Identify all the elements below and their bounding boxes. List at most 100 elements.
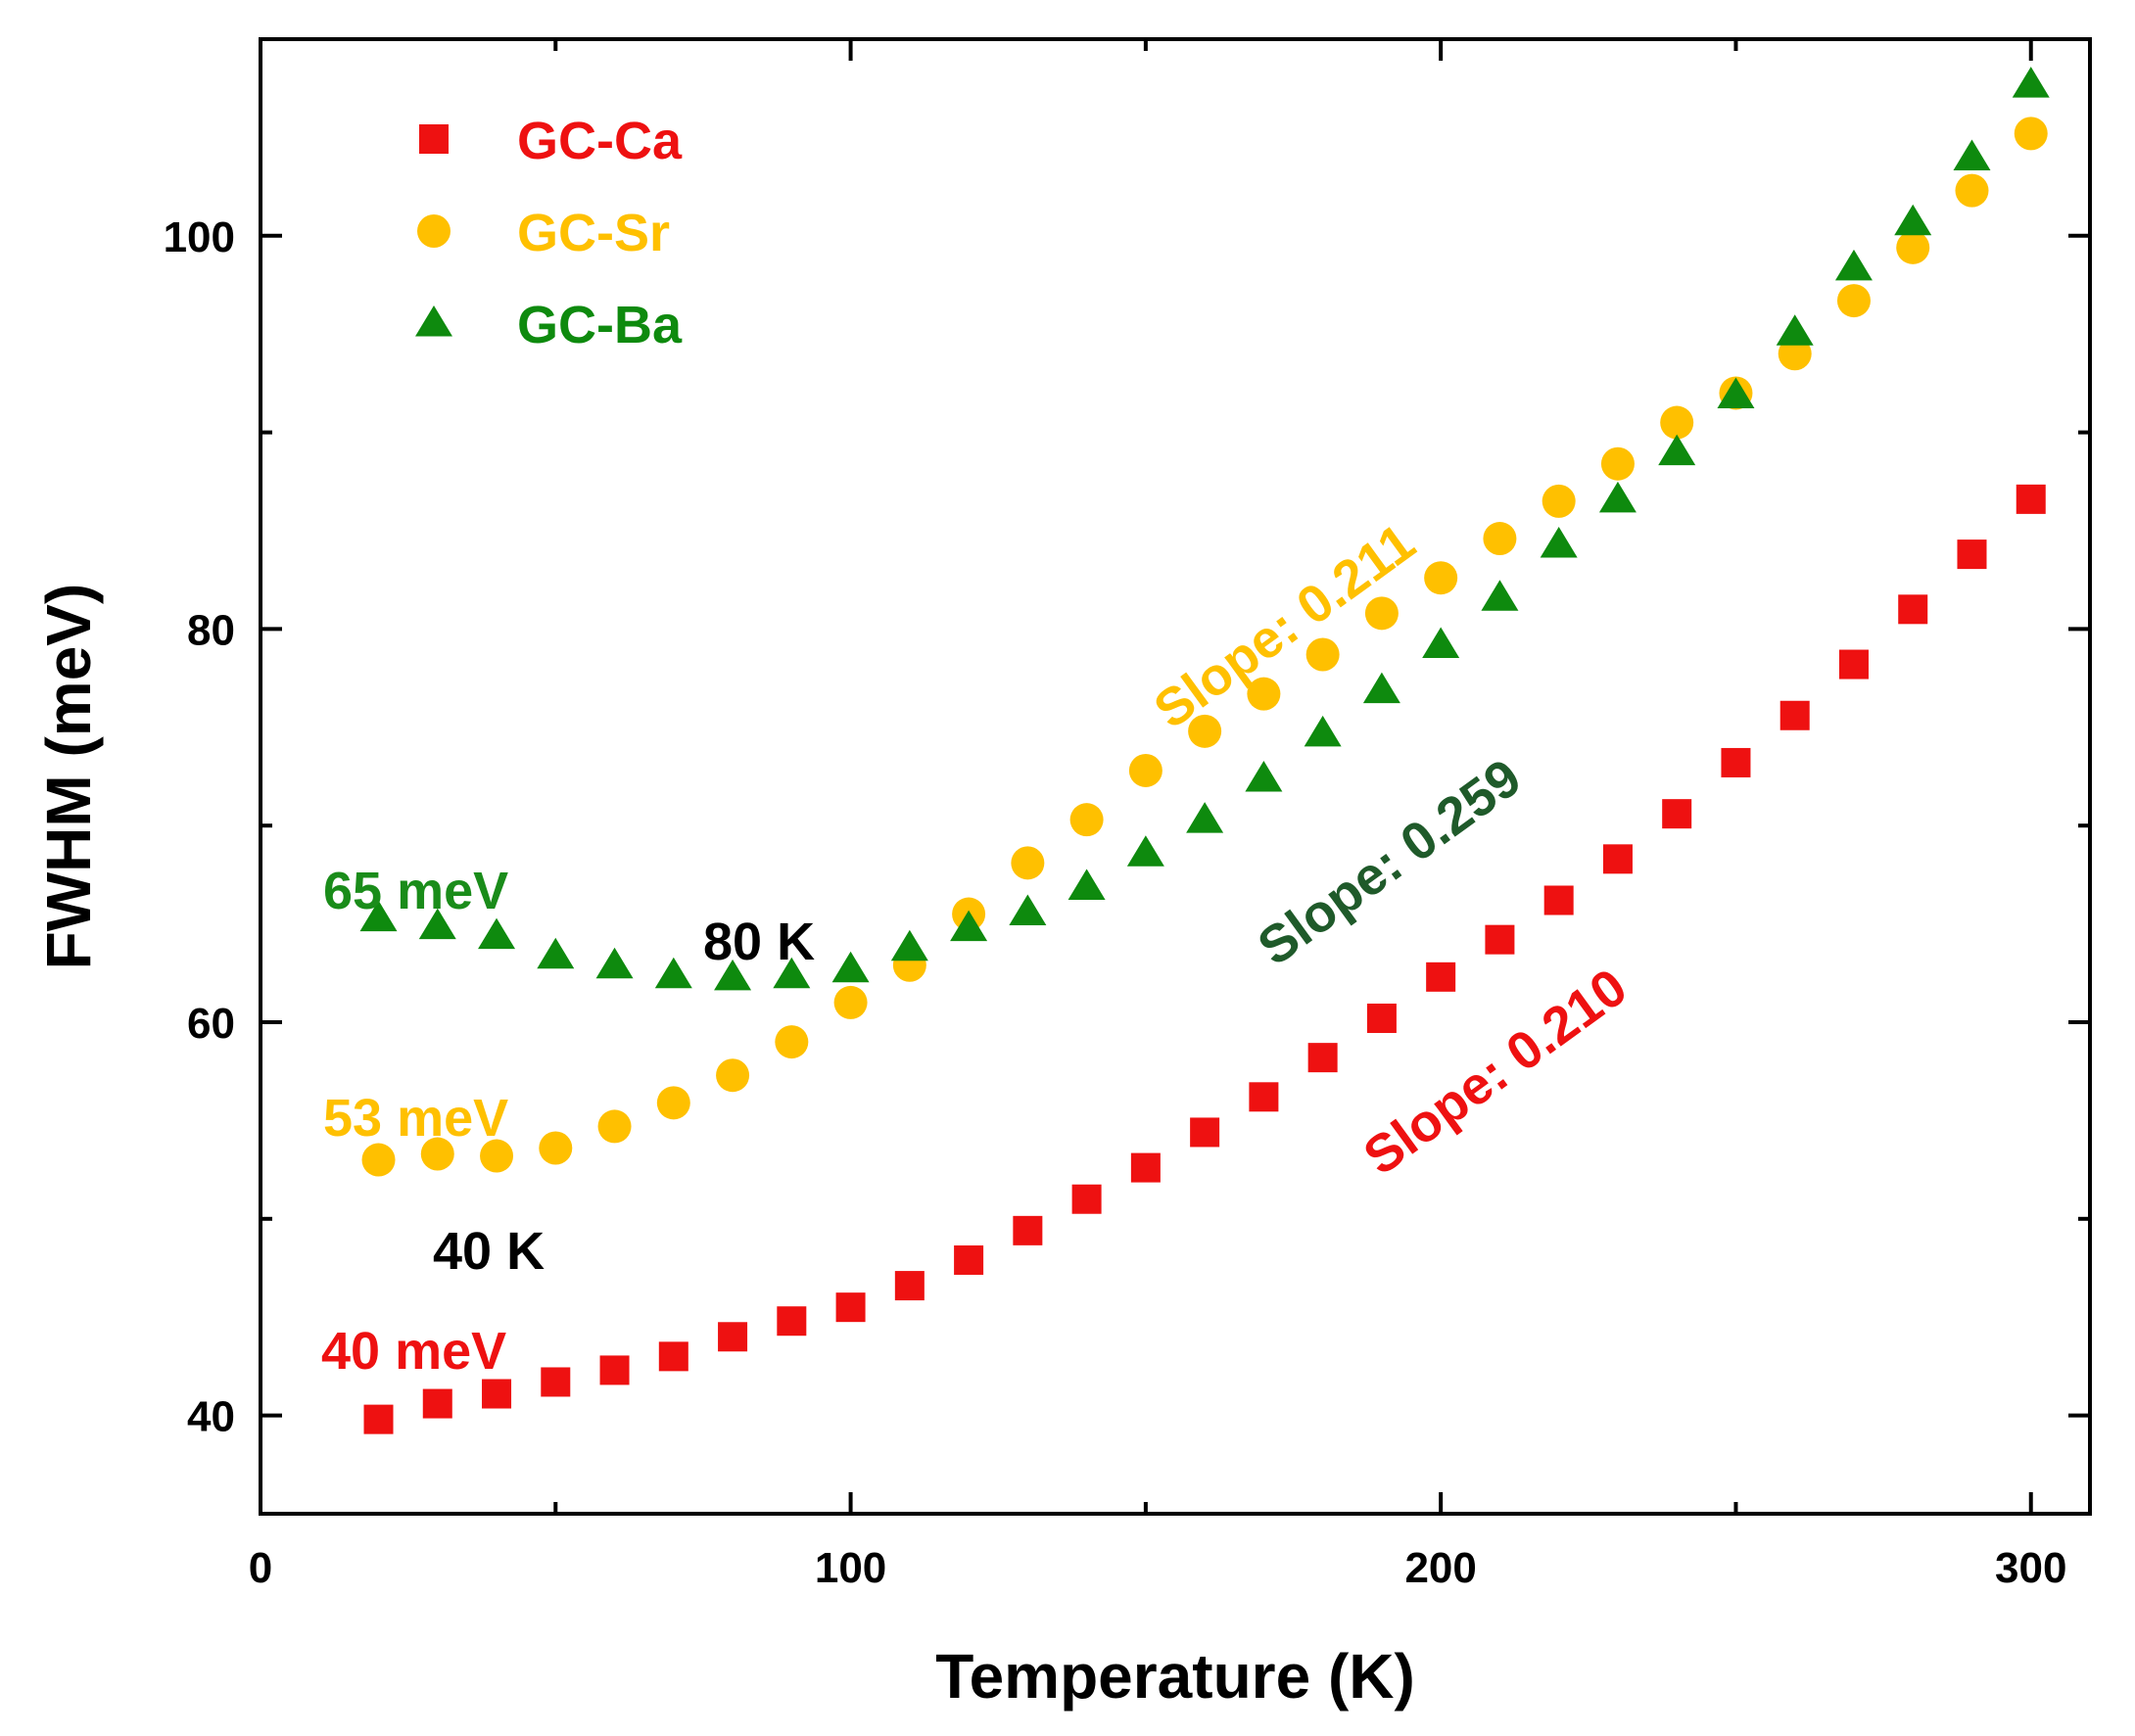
data-point-gc-ca bbox=[1071, 1184, 1102, 1214]
plot-frame bbox=[259, 37, 2092, 1516]
legend: GC-Ca GC-Sr GC-Ba bbox=[415, 112, 683, 354]
data-point-gc-ba bbox=[359, 900, 398, 932]
data-point-gc-ba bbox=[1422, 627, 1460, 658]
data-point-gc-ca bbox=[1898, 594, 1928, 625]
data-point-gc-ca bbox=[1249, 1082, 1279, 1112]
data-point-gc-ca bbox=[541, 1367, 571, 1397]
data-point-gc-ca bbox=[1013, 1215, 1043, 1245]
series-gc-sr bbox=[361, 117, 2048, 1177]
legend-label-gc-ba: GC-Ba bbox=[517, 296, 683, 354]
data-point-gc-ba bbox=[773, 957, 811, 989]
data-markers bbox=[359, 67, 2050, 1434]
data-point-gc-ba bbox=[1658, 434, 1696, 466]
data-point-gc-ba bbox=[595, 947, 634, 979]
data-point-gc-ca bbox=[599, 1355, 630, 1385]
data-point-gc-ca bbox=[422, 1388, 452, 1419]
annotation-40k: 40 K bbox=[433, 1222, 545, 1281]
data-point-gc-ca bbox=[1721, 747, 1751, 777]
x-tick-label: 0 bbox=[249, 1544, 272, 1592]
data-point-gc-sr bbox=[1660, 405, 1694, 440]
data-point-gc-ba bbox=[537, 937, 575, 969]
data-point-gc-ba bbox=[1245, 761, 1283, 792]
y-tick-label: 80 bbox=[187, 606, 235, 654]
data-point-gc-ba bbox=[654, 957, 692, 989]
data-point-gc-ba bbox=[1834, 249, 1873, 281]
data-point-gc-ca bbox=[1190, 1117, 1220, 1148]
series-gc-ba bbox=[359, 67, 2050, 991]
data-point-gc-ba bbox=[890, 929, 928, 962]
data-point-gc-ca bbox=[1130, 1152, 1161, 1183]
data-point-gc-sr bbox=[1955, 173, 1989, 208]
data-point-gc-ca bbox=[482, 1379, 512, 1409]
y-tick-label: 40 bbox=[187, 1393, 235, 1441]
data-point-gc-sr bbox=[1896, 230, 1930, 264]
data-point-gc-ba bbox=[1068, 868, 1106, 900]
annotation-slope-ca: Slope: 0.210 bbox=[1353, 958, 1637, 1187]
data-point-gc-ba bbox=[478, 917, 516, 950]
data-point-gc-sr bbox=[361, 1143, 396, 1177]
y-axis-title: FWHM (meV) bbox=[33, 584, 104, 970]
data-point-gc-sr bbox=[1011, 846, 1045, 880]
data-point-gc-ba bbox=[1009, 894, 1047, 926]
legend-marker-gc-ca bbox=[419, 124, 449, 154]
legend-label-gc-sr: GC-Sr bbox=[517, 204, 670, 262]
data-point-gc-ca bbox=[1957, 540, 1987, 570]
annotation-80k: 80 K bbox=[703, 913, 815, 971]
data-point-gc-ba bbox=[1894, 204, 1932, 236]
y-tick-label: 60 bbox=[187, 1000, 235, 1048]
data-point-gc-sr bbox=[539, 1131, 573, 1165]
data-point-gc-ca bbox=[718, 1322, 748, 1352]
data-point-gc-sr bbox=[1188, 714, 1222, 748]
annotation-ba-start: 65 meV bbox=[323, 862, 508, 920]
data-point-gc-ca bbox=[1366, 1003, 1397, 1033]
axis-tick-labels: 0 100 200 300 40 60 80 100 bbox=[164, 213, 2067, 1592]
data-point-gc-sr bbox=[1542, 484, 1576, 518]
data-point-gc-ba bbox=[1362, 672, 1400, 704]
data-point-gc-ca bbox=[1602, 844, 1633, 874]
data-point-gc-ba bbox=[2012, 67, 2050, 98]
data-point-gc-ca bbox=[1485, 924, 1515, 955]
x-tick-label: 100 bbox=[815, 1544, 886, 1592]
data-point-gc-sr bbox=[1069, 803, 1104, 837]
data-point-gc-ba bbox=[1126, 835, 1164, 867]
data-point-gc-ba bbox=[1776, 314, 1814, 346]
x-axis-title: Temperature (K) bbox=[935, 1641, 1415, 1712]
data-point-gc-ca bbox=[954, 1244, 984, 1275]
data-point-gc-sr bbox=[656, 1086, 690, 1120]
data-point-gc-ba bbox=[1598, 481, 1637, 513]
data-point-gc-ca bbox=[658, 1341, 688, 1372]
data-point-gc-sr bbox=[716, 1058, 750, 1093]
data-point-gc-ba bbox=[418, 908, 456, 940]
data-point-gc-sr bbox=[1483, 522, 1517, 556]
axis-ticks bbox=[259, 37, 2090, 1514]
data-point-gc-ca bbox=[1779, 700, 1810, 730]
annotation-sr-start: 53 meV bbox=[323, 1089, 508, 1148]
data-point-gc-ca bbox=[835, 1292, 866, 1323]
data-point-gc-sr bbox=[2014, 117, 2048, 151]
data-point-gc-sr bbox=[1247, 677, 1281, 711]
data-point-gc-sr bbox=[1424, 561, 1458, 595]
data-point-gc-sr bbox=[1836, 284, 1871, 318]
data-point-gc-ba bbox=[714, 959, 752, 991]
data-point-gc-sr bbox=[480, 1139, 514, 1173]
data-point-gc-sr bbox=[1128, 753, 1162, 787]
data-point-gc-ca bbox=[894, 1271, 925, 1301]
data-point-gc-ca bbox=[1307, 1043, 1338, 1073]
annotation-ca-start: 40 meV bbox=[321, 1322, 506, 1381]
y-tick-label: 100 bbox=[164, 213, 235, 261]
data-point-gc-ca bbox=[2016, 484, 2046, 514]
x-tick-label: 300 bbox=[1995, 1544, 2066, 1592]
legend-marker-gc-sr bbox=[417, 214, 451, 248]
data-point-gc-ba bbox=[950, 910, 988, 942]
data-point-gc-ba bbox=[1481, 580, 1519, 611]
data-point-gc-sr bbox=[1600, 446, 1635, 481]
data-point-gc-sr bbox=[1364, 596, 1399, 631]
data-point-gc-sr bbox=[833, 985, 868, 1019]
data-point-gc-ca bbox=[1543, 885, 1574, 915]
data-point-gc-sr bbox=[775, 1025, 809, 1059]
data-point-gc-ba bbox=[1953, 139, 1991, 170]
data-point-gc-ca bbox=[1838, 649, 1869, 680]
data-point-gc-ca bbox=[1426, 962, 1456, 992]
data-point-gc-ba bbox=[831, 951, 870, 983]
